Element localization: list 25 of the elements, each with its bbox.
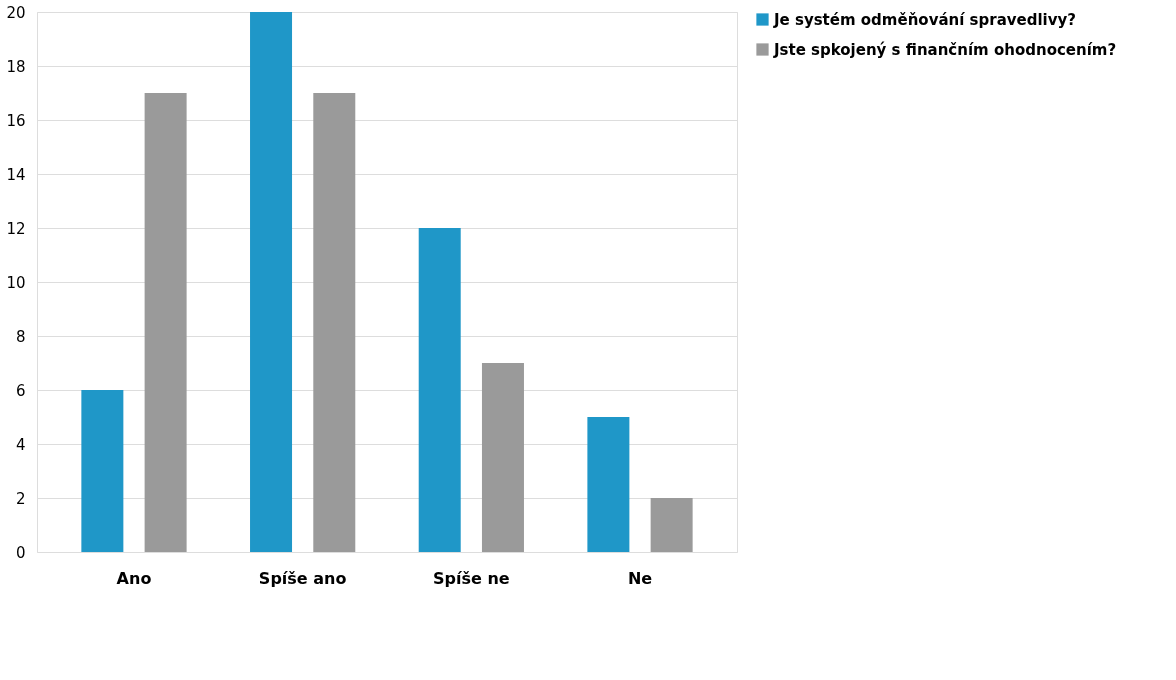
bar xyxy=(81,390,124,552)
y-tick-label: 14 xyxy=(6,165,26,184)
x-tick-label: Spíše ano xyxy=(258,568,347,588)
y-tick-label: 0 xyxy=(15,543,26,562)
x-tick-label: Ne xyxy=(627,568,653,588)
bar xyxy=(418,228,461,552)
y-tick-label: 16 xyxy=(6,111,26,130)
y-tick-label: 20 xyxy=(6,3,26,22)
x-tick-label: Spíše ne xyxy=(433,568,510,588)
bar xyxy=(250,12,293,552)
y-tick-label: 6 xyxy=(15,381,26,400)
y-tick-label: 2 xyxy=(15,489,26,508)
y-tick-label: 12 xyxy=(6,219,26,238)
x-tick-label: Ano xyxy=(116,568,152,588)
bar xyxy=(313,93,356,552)
y-tick-label: 8 xyxy=(15,327,26,346)
y-tick-label: 4 xyxy=(15,435,26,454)
y-tick-label: 10 xyxy=(6,273,26,292)
bar xyxy=(481,363,524,552)
y-tick-label: 18 xyxy=(6,57,26,76)
bar xyxy=(650,498,693,552)
bar xyxy=(587,417,630,552)
legend-label: Jste spkojený s finančním ohodnocením? xyxy=(773,40,1117,59)
legend-label: Je systém odměňování spravedlivy? xyxy=(773,10,1076,29)
bar xyxy=(144,93,187,552)
